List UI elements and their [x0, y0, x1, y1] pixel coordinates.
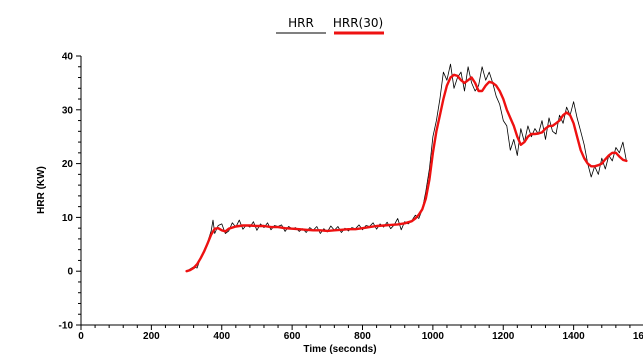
x-tick-label: 1200: [492, 331, 515, 342]
x-axis-ticks: 0 200 400 600 800 1000 1200 1400 1600: [78, 325, 643, 342]
x-tick-label: 800: [354, 331, 371, 342]
x-tick-label: 1000: [422, 331, 445, 342]
x-tick-label: 400: [213, 331, 230, 342]
y-tick-label: 40: [62, 52, 74, 63]
series-layer: [185, 63, 628, 273]
x-tick-label: 600: [284, 331, 301, 342]
y-tick-label: 20: [62, 159, 74, 170]
y-tick-label: -10: [59, 321, 74, 332]
y-tick-label: 30: [62, 105, 74, 116]
legend-label-hrr30: HRR(30): [333, 16, 383, 30]
x-tick-label: 200: [143, 331, 160, 342]
x-tick-label: 0: [78, 331, 84, 342]
x-tick-label: 1600: [633, 331, 643, 342]
y-axis-ticks: -10 0 10 20 30 40: [59, 52, 81, 332]
y-tick-label: 10: [62, 213, 74, 224]
y-tick-label: 0: [67, 267, 73, 278]
legend: HRR HRR(30): [276, 16, 384, 35]
x-tick-label: 1400: [563, 331, 586, 342]
x-axis-title: Time (seconds): [303, 344, 376, 354]
legend-label-hrr: HRR: [288, 16, 314, 30]
series-line-hrr: [186, 63, 627, 272]
y-axis-title: HRR (KW): [36, 166, 47, 214]
series-line-hrr30: [185, 73, 628, 273]
